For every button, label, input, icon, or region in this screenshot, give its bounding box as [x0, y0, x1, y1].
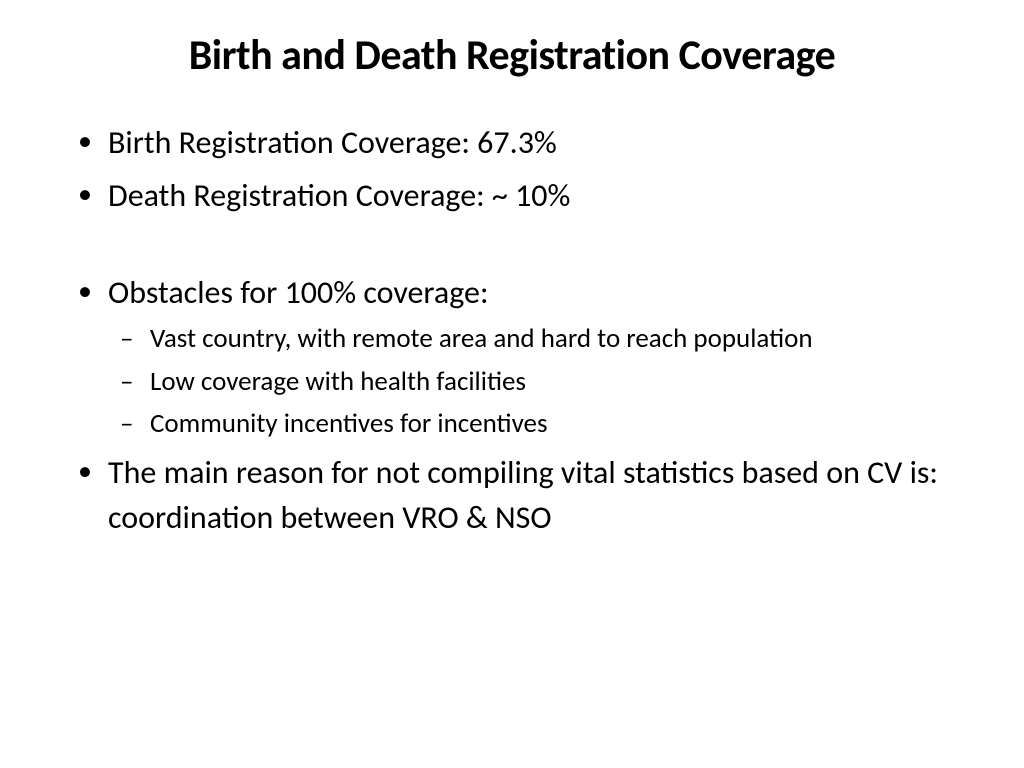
main-bullet-list: Birth Registration Coverage: 67.3% Death… — [70, 121, 964, 540]
bullet-item: Obstacles for 100% coverage: Vast countr… — [70, 271, 964, 443]
bullet-text: Obstacles for 100% coverage: — [108, 273, 489, 312]
bullet-spacer — [70, 227, 964, 271]
sub-bullet-list: Vast country, with remote area and hard … — [108, 321, 964, 442]
bullet-item: Birth Registration Coverage: 67.3% — [70, 121, 964, 166]
sub-bullet-item: Community incentives for incentives — [108, 406, 964, 442]
sub-bullet-text: Community incentives for incentives — [150, 407, 548, 440]
slide-title: Birth and Death Registration Coverage — [60, 30, 964, 81]
sub-bullet-text: Vast country, with remote area and hard … — [150, 322, 813, 355]
bullet-text: Death Registration Coverage: ~ 10% — [108, 176, 570, 215]
sub-bullet-item: Vast country, with remote area and hard … — [108, 321, 964, 357]
bullet-text: The main reason for not compiling vital … — [108, 453, 938, 537]
sub-bullet-text: Low coverage with health facilities — [150, 365, 526, 398]
slide-content: Birth Registration Coverage: 67.3% Death… — [60, 121, 964, 540]
bullet-item: Death Registration Coverage: ~ 10% — [70, 174, 964, 219]
bullet-item: The main reason for not compiling vital … — [70, 451, 964, 541]
sub-bullet-item: Low coverage with health facilities — [108, 364, 964, 400]
bullet-text: Birth Registration Coverage: 67.3% — [108, 123, 557, 162]
